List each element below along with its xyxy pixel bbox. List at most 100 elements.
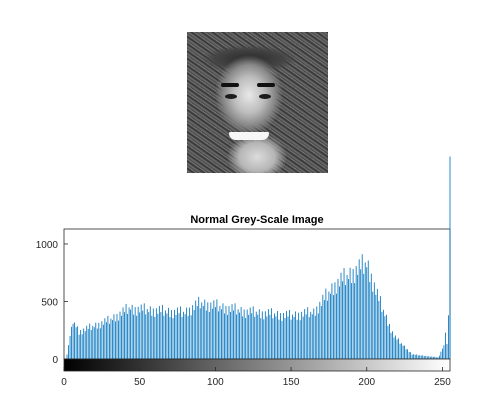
histogram-bar — [236, 314, 237, 359]
histogram-bar — [146, 309, 148, 359]
histogram-bar — [289, 309, 290, 359]
histogram-bar — [431, 356, 433, 359]
histogram-bar — [140, 304, 142, 359]
x-tick-label: 50 — [134, 377, 146, 388]
histogram-bar — [136, 315, 138, 359]
histogram-bar — [311, 314, 313, 359]
histogram-bar — [180, 306, 181, 359]
histogram-bar — [71, 326, 72, 359]
histogram-bar — [89, 323, 91, 359]
histogram-bar — [398, 338, 399, 359]
histogram-bar — [190, 315, 192, 359]
histogram-bar — [69, 335, 71, 359]
histogram-bar — [224, 313, 225, 359]
histogram-bar — [428, 356, 430, 359]
histogram-bar — [205, 310, 207, 359]
histogram-bar — [127, 313, 128, 359]
histogram-bar — [340, 272, 342, 359]
histogram-bar — [358, 259, 360, 359]
histogram-bar — [208, 311, 210, 359]
histogram-bar — [287, 316, 289, 359]
y-tick-label: 0 — [52, 355, 58, 366]
histogram-bar — [169, 317, 171, 359]
histogram-bar — [211, 308, 213, 359]
histogram-bar — [323, 299, 325, 359]
histogram-bar — [184, 314, 186, 359]
histogram-bar — [304, 309, 306, 359]
histogram-bar — [214, 307, 216, 359]
histogram-bar — [252, 306, 254, 359]
histogram-bar — [124, 312, 125, 359]
histogram-bar — [110, 318, 112, 359]
histogram-bar — [308, 317, 310, 359]
histogram-bar — [86, 325, 88, 359]
histogram-bar — [349, 267, 351, 359]
histogram-bar — [423, 356, 425, 359]
histogram-bar — [148, 312, 150, 359]
histogram-bar — [258, 309, 260, 359]
histogram-bar — [292, 314, 293, 359]
histogram-bar — [443, 345, 445, 359]
histogram-bar — [158, 306, 160, 359]
histogram-bar — [142, 310, 144, 359]
histogram-bar — [437, 357, 439, 359]
histogram-bar — [137, 306, 139, 359]
histogram-bar — [239, 312, 241, 359]
histogram-bar — [116, 314, 118, 359]
x-tick-label: 200 — [358, 377, 375, 388]
histogram-bar — [278, 319, 280, 359]
histogram-bar — [426, 356, 428, 359]
histogram-bar — [375, 294, 377, 359]
histogram-bar — [77, 326, 79, 359]
histogram-bar — [435, 357, 437, 359]
histogram-bar — [310, 311, 312, 359]
histogram-bar — [134, 307, 136, 359]
histogram-bar — [83, 328, 85, 359]
histogram-bar — [404, 345, 406, 359]
histogram-bar — [245, 317, 247, 359]
histogram-bar — [107, 315, 109, 359]
histogram-bar — [410, 352, 412, 359]
histogram-bar — [263, 319, 265, 359]
histogram-bar — [273, 313, 275, 359]
histogram-bar — [284, 317, 286, 359]
histogram-bar — [264, 311, 266, 359]
histogram-bar — [246, 309, 248, 359]
histogram-bar — [369, 282, 371, 359]
histogram-bar — [378, 301, 380, 359]
histogram-bar — [272, 318, 274, 359]
histogram-bar — [434, 356, 436, 359]
histogram-bar — [261, 311, 263, 359]
histogram-bar — [171, 309, 172, 359]
histogram-bar — [221, 309, 222, 359]
histogram-bar — [316, 306, 318, 359]
histogram-bar — [121, 315, 122, 359]
histogram-bar — [399, 343, 401, 359]
histogram-bar — [225, 305, 227, 359]
histogram-bar — [401, 343, 402, 359]
histogram-bar — [119, 311, 121, 359]
x-tick-label: 250 — [434, 377, 451, 388]
histogram-bar — [446, 344, 448, 359]
histogram-bar — [68, 345, 69, 359]
histogram-bar — [183, 311, 184, 359]
histogram-bar — [231, 304, 233, 359]
histogram-bar — [177, 307, 178, 359]
histogram-bar — [429, 356, 431, 359]
histogram-bar — [175, 315, 177, 359]
histogram-bar — [115, 321, 116, 359]
histogram-bar — [448, 315, 449, 359]
histogram-bar — [393, 337, 395, 359]
histogram-bar — [395, 335, 396, 359]
histogram-bar — [201, 302, 203, 359]
histogram-bar — [326, 300, 328, 359]
histogram-bar — [330, 293, 331, 359]
histogram-bar — [411, 354, 413, 359]
histogram-bar — [104, 318, 106, 359]
histogram-bar — [113, 314, 115, 359]
grayscale-colorbar — [63, 358, 451, 372]
histogram-bar — [363, 273, 365, 359]
histogram-bar — [139, 312, 141, 359]
histogram-bar — [286, 311, 287, 359]
histogram-bar — [348, 279, 349, 359]
